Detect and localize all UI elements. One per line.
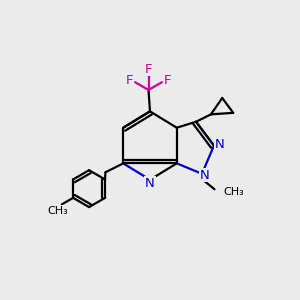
Text: N: N bbox=[200, 169, 209, 182]
Text: F: F bbox=[145, 63, 152, 76]
Text: N: N bbox=[145, 177, 155, 190]
Text: N: N bbox=[214, 138, 224, 151]
Text: F: F bbox=[164, 74, 171, 87]
Text: CH₃: CH₃ bbox=[224, 187, 244, 197]
Text: F: F bbox=[126, 74, 134, 87]
Text: CH₃: CH₃ bbox=[48, 206, 69, 216]
